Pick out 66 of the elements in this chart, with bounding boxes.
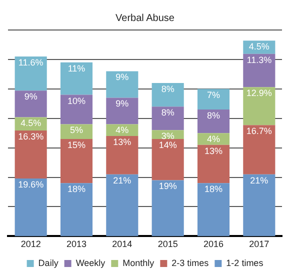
data-label: 19.6% (18, 179, 44, 190)
x-tick-label: 2012 (20, 239, 41, 250)
bar (243, 87, 276, 126)
data-label: 4% (206, 134, 220, 144)
bar (106, 71, 138, 98)
bar (60, 94, 93, 124)
bar (197, 144, 230, 184)
bar (14, 130, 47, 178)
data-label: 19% (158, 181, 177, 192)
bar (106, 136, 138, 174)
data-label: 21% (250, 175, 268, 186)
data-label: 7% (206, 90, 220, 100)
bar (152, 83, 184, 107)
x-tick-label: 2017 (249, 239, 270, 250)
data-label: 21% (113, 175, 132, 186)
bar (197, 110, 230, 134)
bar (14, 90, 47, 118)
data-label: 13% (113, 137, 132, 148)
data-label: 18% (204, 184, 223, 194)
x-tick-label: 2014 (112, 239, 132, 250)
bar (14, 178, 47, 236)
data-label: 16.7% (246, 126, 272, 136)
data-label: 11.3% (246, 54, 272, 65)
data-label: 9% (116, 98, 129, 109)
data-label: 4.5% (248, 42, 270, 52)
bar (243, 174, 276, 236)
x-tick-label: 2013 (66, 239, 87, 250)
bar (60, 138, 93, 184)
data-label: 16.3% (18, 131, 44, 142)
legend-label: Weekly (76, 258, 106, 268)
data-label: 9% (24, 92, 38, 102)
bar (197, 88, 230, 110)
bar (152, 138, 184, 180)
bar (60, 183, 93, 236)
bar (106, 98, 138, 124)
bar (60, 62, 93, 95)
legend-label: 1-2 times (226, 258, 264, 268)
data-label: 8% (161, 84, 174, 94)
data-label: 15% (67, 140, 86, 150)
legend-label: Monthly (122, 258, 155, 268)
data-label: 10% (67, 96, 86, 106)
x-tick-label: 2015 (158, 239, 178, 250)
data-label: 8% (206, 110, 220, 121)
bar (14, 56, 47, 91)
legend-label: Daily (38, 258, 59, 268)
data-label: 9% (116, 72, 129, 82)
data-label: 8% (161, 108, 174, 118)
legend-label: 2-3 times (172, 258, 210, 268)
data-label: 12.9% (246, 88, 272, 98)
data-label: 4% (116, 125, 129, 136)
data-label: 11.6% (18, 57, 44, 68)
chart-title: Verbal Abuse (116, 12, 175, 24)
data-label: 13% (204, 146, 223, 156)
data-label: 14% (158, 140, 177, 150)
bar (197, 183, 230, 236)
data-label: 4.5% (20, 118, 42, 128)
data-label: 18% (67, 184, 86, 194)
bar (243, 125, 276, 174)
data-label: 5% (70, 125, 84, 136)
bar (106, 174, 138, 236)
data-label: 11% (68, 63, 86, 74)
x-tick-label: 2016 (203, 239, 224, 250)
bar (152, 106, 184, 130)
bar (152, 180, 184, 236)
data-label: 3% (161, 131, 174, 142)
bar (243, 54, 276, 88)
